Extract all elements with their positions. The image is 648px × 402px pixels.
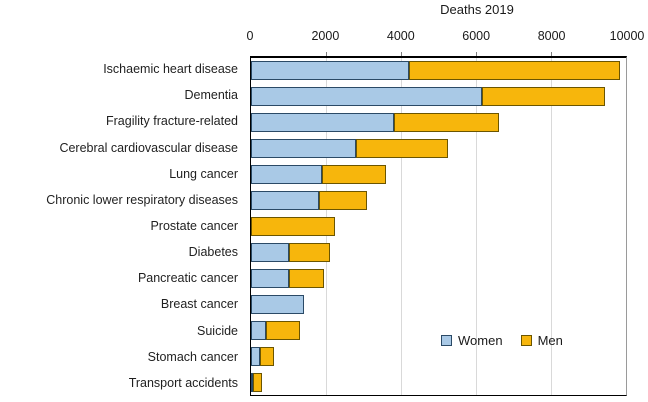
legend-label-women: Women xyxy=(458,333,503,348)
bar-segment-women xyxy=(251,87,482,107)
x-tick-label: 0 xyxy=(246,29,254,43)
bar-segment-men xyxy=(481,87,606,107)
category-label: Cerebral cardiovascular disease xyxy=(59,140,238,155)
category-label: Suicide xyxy=(197,323,238,338)
bar-row xyxy=(251,188,626,214)
gridline xyxy=(401,58,402,395)
category-label: Breast cancer xyxy=(160,297,238,312)
category-label: Fragility fracture-related xyxy=(106,114,238,129)
bar-segment-women xyxy=(251,346,261,366)
legend-item-women: Women xyxy=(441,333,503,348)
bar-segment-men xyxy=(288,268,325,288)
bar-segment-men xyxy=(266,320,300,340)
legend-item-men: Men xyxy=(520,333,563,348)
category-axis: Ischaemic heart disease Dementia Fragility… xyxy=(0,56,244,396)
bar-row xyxy=(251,343,626,369)
bar-segment-women xyxy=(251,113,394,133)
bar-row xyxy=(251,239,626,265)
bar-segment-men xyxy=(408,61,621,81)
bar-row xyxy=(251,58,626,84)
bar-segment-men xyxy=(393,113,499,133)
legend: Women Men xyxy=(441,333,563,348)
bar-row xyxy=(251,214,626,240)
category-label: Transport accidents xyxy=(128,375,238,390)
bar-segment-women xyxy=(251,191,319,211)
bar-segment-women xyxy=(251,268,289,288)
bar-segment-women xyxy=(251,242,289,262)
x-axis: 0 2000 4000 6000 8000 10000 xyxy=(246,29,645,45)
bar-segment-men xyxy=(322,165,386,185)
bar-segment-women xyxy=(251,372,253,392)
bar-segment-women xyxy=(251,165,323,185)
category-label: Dementia xyxy=(184,88,239,103)
x-tick-label: 6000 xyxy=(462,29,491,43)
bar-row xyxy=(251,84,626,110)
bar-row xyxy=(251,291,626,317)
axis-tick xyxy=(551,52,552,56)
bar-segment-women xyxy=(251,320,266,340)
legend-label-men: Men xyxy=(537,333,563,348)
bar-row xyxy=(251,369,626,395)
bar-row xyxy=(251,265,626,291)
category-label: Stomach cancer xyxy=(147,349,238,364)
men-swatch-icon xyxy=(520,335,532,346)
bar-row xyxy=(251,136,626,162)
axis-tick xyxy=(326,52,327,56)
category-label: Pancreatic cancer xyxy=(137,271,238,286)
women-swatch-icon xyxy=(441,335,452,346)
bar-segment-men xyxy=(260,346,274,366)
gridline xyxy=(476,58,477,395)
x-tick-label: 4000 xyxy=(386,29,415,43)
plot-area xyxy=(250,52,627,396)
bar-row xyxy=(251,317,626,343)
category-label: Lung cancer xyxy=(169,166,238,181)
chart-title: Deaths 2019 xyxy=(440,2,514,17)
x-tick-label: 2000 xyxy=(311,29,340,43)
category-label: Prostate cancer xyxy=(150,218,238,233)
category-label: Ischaemic heart disease xyxy=(103,62,238,77)
gridline xyxy=(551,58,552,395)
axis-tick xyxy=(401,52,402,56)
x-tick-label: 10000 xyxy=(609,29,645,43)
category-label: Diabetes xyxy=(188,245,238,260)
bar-segment-men xyxy=(253,372,263,392)
bar-segment-women xyxy=(251,294,304,314)
bar-segment-men xyxy=(356,139,448,159)
bar-segment-men xyxy=(318,191,368,211)
bar-row xyxy=(251,110,626,136)
bar-segment-women xyxy=(251,139,356,159)
category-label: Chronic lower respiratory diseases xyxy=(46,192,238,207)
x-tick-label: 8000 xyxy=(537,29,566,43)
axis-tick xyxy=(476,52,477,56)
bar-segment-women xyxy=(251,61,409,81)
bar-segment-men xyxy=(251,216,336,236)
bar-segment-men xyxy=(288,242,330,262)
bar-row xyxy=(251,162,626,188)
